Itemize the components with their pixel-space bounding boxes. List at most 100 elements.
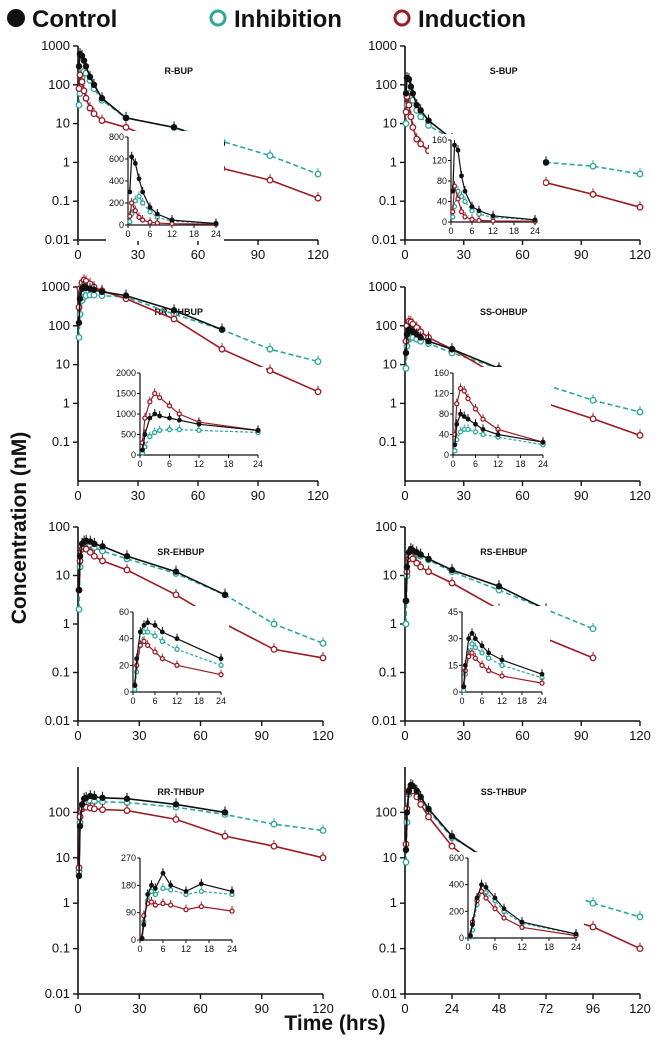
panel-r-bup-inset-xtick-label: 0 [125, 229, 130, 239]
panel-rr-ohbup-inhibition-point [314, 358, 322, 365]
panel-ss-thbup-inset-induction-point [492, 906, 498, 912]
panel-rr-ohbup-control-point [170, 307, 178, 314]
panel-ss-thbup-inset-ytick-label: 0 [459, 933, 464, 943]
y-axis-label: Concentration (nM) [8, 432, 31, 624]
panel-r-bup-control-point [98, 95, 106, 102]
panel-r-bup-inset-xtick-label: 24 [211, 229, 221, 239]
panel-rr-ohbup-ytick-label: 1 [63, 395, 70, 410]
panel-rr-thbup-inset-induction-point [148, 899, 155, 905]
panel-rr-thbup-inset: 0 90 180 270 0 6 12 18 24 [118, 852, 240, 956]
panel-ss-ohbup-inset-ytick-label: 40 [439, 430, 449, 440]
panel-s-bup-inset-ytick-label: 40 [437, 197, 447, 207]
x-axis-label: Time (hrs) [284, 1012, 385, 1035]
panel-rs-ehbup-inset-inhibition-point [472, 644, 478, 651]
panel-sr-ehbup-induction-point [86, 548, 94, 556]
panel-r-bup-inset-ytick-label: 600 [109, 154, 124, 164]
panel-ss-thbup-inset-induction-point [501, 915, 507, 921]
panel-sr-ehbup-induction-point [99, 557, 106, 565]
panel-sr-ehbup-ytick-label: 1 [63, 616, 70, 631]
panel-ss-ohbup-inhibition-point [589, 396, 597, 404]
panel-rr-thbup-ytick-label: 10 [56, 850, 70, 865]
panel-sr-ehbup-ytick-label: 0.1 [52, 665, 70, 680]
panel-r-bup-ytick-label: 1000 [41, 38, 70, 53]
panel-r-bup-inset-ytick-label: 400 [109, 176, 124, 186]
panel-r-bup-inset-inhibition-point [127, 219, 133, 225]
panel-s-bup-inset-control-point [450, 188, 456, 194]
panel-rr-thbup-inset-ytick-label: 90 [126, 908, 136, 918]
panel-rr-thbup-inset-control-point [149, 882, 154, 888]
legend-control-marker [7, 9, 25, 27]
panel-rr-thbup-inset-control-point [160, 870, 166, 876]
panel-r-bup-induction-point [86, 104, 94, 112]
panel-r-bup-inset-induction-series [127, 198, 219, 227]
panel-r-bup-inset-induction-point [129, 200, 135, 206]
panel-ss-thbup-inset-induction-point [519, 924, 525, 930]
panel-r-bup-induction-point [80, 87, 88, 95]
panel-rr-thbup-inset-inhibition-point [168, 887, 174, 893]
panel-ss-ohbup-inset-control-point [458, 411, 463, 417]
panel-rs-ehbup-inset-background [440, 606, 550, 708]
panel-s-bup-inhibition-point [589, 162, 597, 170]
panel-r-bup-induction-point [122, 123, 130, 131]
panel-sr-ehbup-inset-control-point [145, 620, 151, 626]
panel-sr-ehbup-inset-ytick-label: 20 [119, 660, 129, 670]
panel-r-bup-inset-control-point [154, 211, 160, 217]
panel-ss-ohbup-xtick-label: 120 [629, 488, 651, 503]
panel-rr-ohbup-inset-control-point [157, 413, 163, 419]
panel-rs-ehbup-inset-control-point [472, 636, 478, 642]
panel-sr-ehbup-control-point [172, 568, 180, 575]
panel-rr-thbup-ytick-label: 100 [48, 804, 70, 819]
panel-ss-ohbup-xtick-label: 0 [401, 488, 408, 503]
panel-rr-ohbup-induction-point [266, 367, 274, 375]
panel-sr-ehbup-inset-control-point [134, 656, 140, 662]
panel-ss-ohbup-control-point [417, 334, 424, 341]
panel-rr-ohbup-inset-inhibition-point [176, 426, 182, 433]
panel-s-bup-control-point [417, 107, 424, 114]
panel-s-bup-induction-point [417, 140, 425, 148]
panel-sr-ehbup-inset-inhibition-point [174, 646, 180, 652]
panel-r-bup-inset-control-series [127, 151, 219, 226]
panel-s-bup-inset-control-point [490, 213, 496, 219]
panel-s-bup-ytick-label: 10 [383, 116, 397, 131]
panel-ss-ohbup-ytick-label: 10 [383, 357, 397, 372]
panel-rs-ehbup-inset-xtick-label: 6 [479, 696, 484, 706]
panel-s-bup-inset-control-point [455, 147, 461, 153]
panel-s-bup-inset-control-point [462, 188, 468, 194]
panel-rr-thbup-induction-point [221, 832, 229, 840]
panel-rr-ohbup-induction-point [218, 345, 226, 353]
panel-rr-thbup-xtick-label: 0 [74, 1001, 81, 1016]
panel-r-bup-control-point [170, 124, 178, 131]
panel-s-bup-control-point [413, 101, 420, 109]
panel-s-bup-induction-point [405, 101, 413, 109]
panel-ss-thbup-control-point [417, 793, 424, 801]
panel-sr-ehbup-control-point [99, 543, 106, 550]
panel-ss-thbup-control-point [413, 787, 420, 794]
panel-r-bup-inset-induction-point [154, 220, 160, 226]
panel-rr-thbup-inset-control-point [152, 885, 158, 891]
panel-ss-ohbup-inset-control-point [480, 426, 486, 432]
panel-s-bup-xtick-label: 90 [574, 247, 588, 262]
panel-rr-ohbup-inset-xtick-label: 12 [194, 459, 204, 469]
panel-rr-ohbup-inset-induction-point [152, 390, 158, 397]
panel-s-bup-inset-xtick-label: 0 [448, 226, 453, 236]
panel-ss-thbup-control-point [403, 809, 411, 816]
panel-rs-ehbup-control-point [417, 551, 424, 558]
panel-s-bup-inhibition-point [417, 113, 425, 121]
panel-rs-ehbup-control-point [403, 563, 411, 571]
panel-ss-ohbup-inset-induction-point [454, 401, 460, 407]
panel-rs-ehbup-xtick-label: 90 [574, 728, 588, 743]
panel-rr-ohbup-inset-xtick-label: 0 [137, 459, 142, 469]
panel-sr-ehbup-ytick-label: 10 [56, 568, 70, 583]
panel-rr-thbup-control-point [123, 795, 131, 802]
panel-rr-thbup-inset-control-point [168, 882, 174, 888]
panel-r-bup-inset-induction-point [147, 219, 153, 225]
panel-rr-ohbup-xtick-label: 60 [191, 488, 205, 503]
panel-rs-ehbup-induction-point [417, 563, 425, 571]
panel-sr-ehbup-inset-control-point [137, 629, 143, 635]
panel-rr-ohbup-control-point [98, 288, 106, 296]
panel-sr-ehbup-control-point [123, 552, 131, 560]
panel-rs-ehbup-inset-induction-point [539, 680, 545, 686]
panel-rr-thbup-control-series [75, 789, 229, 880]
panel-rr-ohbup-inhibition-point [266, 345, 274, 353]
panel-rr-thbup-control-point [91, 793, 98, 801]
